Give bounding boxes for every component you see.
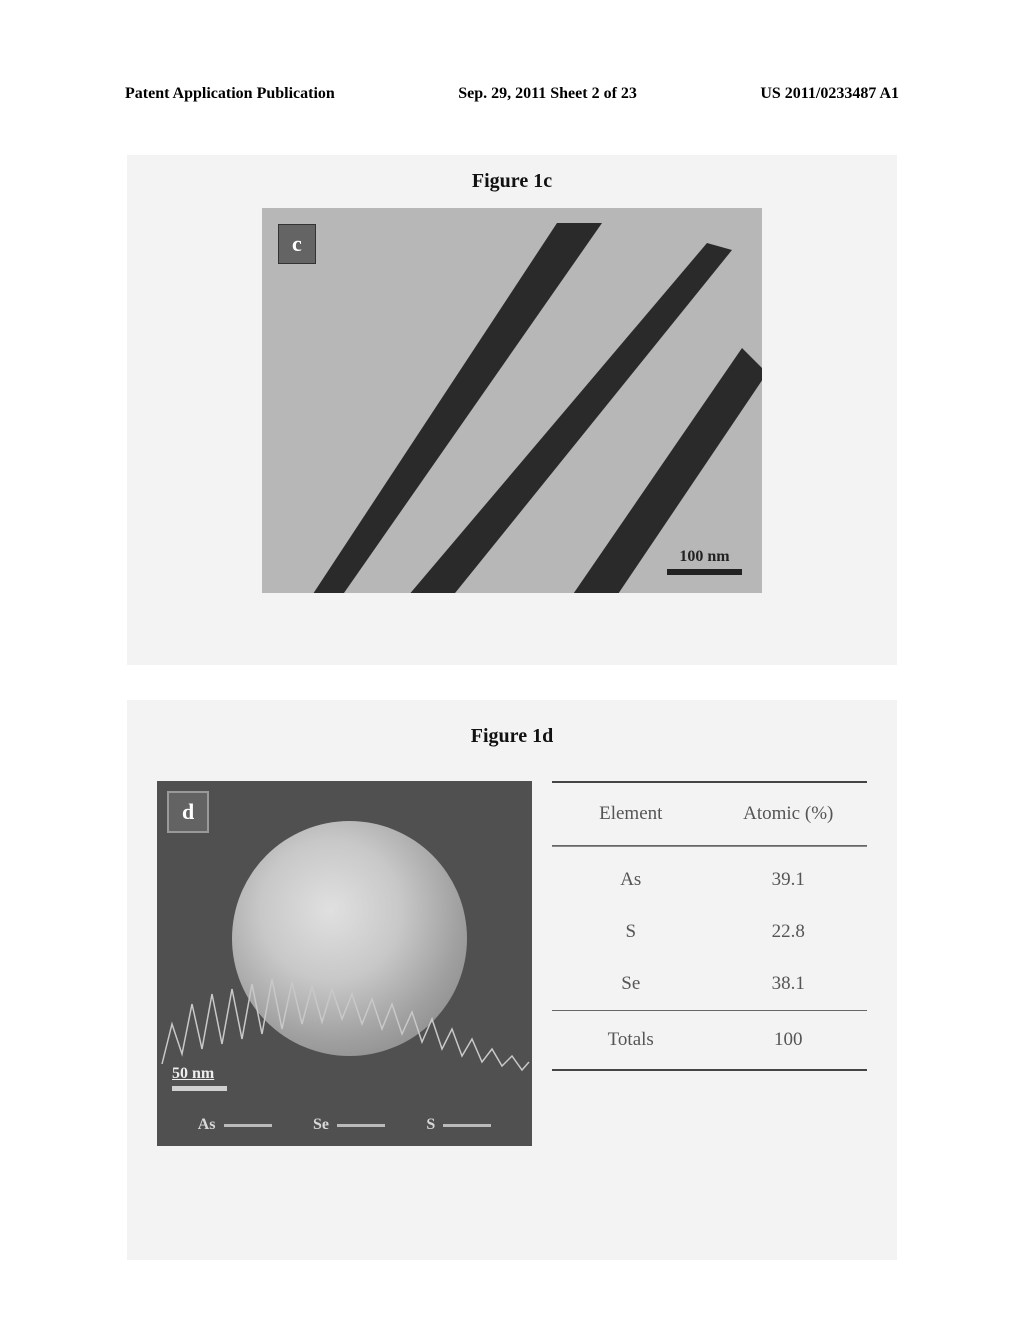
table-cell-totals: Totals: [552, 1029, 710, 1051]
figure-1c-image: c 100 nm: [262, 208, 762, 593]
scale-line-d: [172, 1086, 227, 1091]
scale-text-d: 50 nm: [172, 1065, 227, 1083]
col-header-atomic: Atomic (%): [710, 803, 868, 825]
table-cell: 39.1: [710, 869, 868, 891]
composition-table: Element Atomic (%) As 39.1 S 22.8 Se 38.…: [552, 781, 867, 1146]
panel-label-d: d: [167, 791, 209, 833]
page-header: Patent Application Publication Sep. 29, …: [0, 85, 1024, 103]
table-cell-totals: 100: [710, 1029, 868, 1051]
table-row: Se 38.1: [552, 958, 867, 1010]
table-row: S 22.8: [552, 906, 867, 958]
element-labels: As Se S: [157, 1116, 532, 1134]
figure-1c-title: Figure 1c: [127, 155, 897, 208]
element-as-label: As: [198, 1116, 272, 1134]
col-header-element: Element: [552, 803, 710, 825]
table-cell: 22.8: [710, 921, 868, 943]
figure-1d-title: Figure 1d: [127, 710, 897, 763]
table-cell: 38.1: [710, 973, 868, 995]
header-center: Sep. 29, 2011 Sheet 2 of 23: [458, 85, 637, 103]
element-s-label: S: [426, 1116, 491, 1134]
table-cell: As: [552, 869, 710, 891]
table-cell: S: [552, 921, 710, 943]
table-cell: Se: [552, 973, 710, 995]
table-header: Element Atomic (%): [552, 781, 867, 846]
scale-text-c: 100 nm: [667, 548, 742, 566]
header-right: US 2011/0233487 A1: [760, 85, 899, 103]
scale-line-c: [667, 569, 742, 575]
figure-1c-container: Figure 1c c 100 nm: [127, 155, 897, 665]
table-row: As 39.1: [552, 846, 867, 906]
figure-1d-image: d 50 nm As Se S: [157, 781, 532, 1146]
scale-bar-d: 50 nm: [172, 1065, 227, 1091]
header-left: Patent Application Publication: [125, 85, 335, 103]
nanowires-svg: [262, 208, 762, 593]
element-se-label: Se: [313, 1116, 385, 1134]
table-footer: Totals 100: [552, 1010, 867, 1071]
figure-1d-container: Figure 1d d 50 nm As Se: [127, 700, 897, 1260]
scale-bar-c: 100 nm: [667, 548, 742, 575]
